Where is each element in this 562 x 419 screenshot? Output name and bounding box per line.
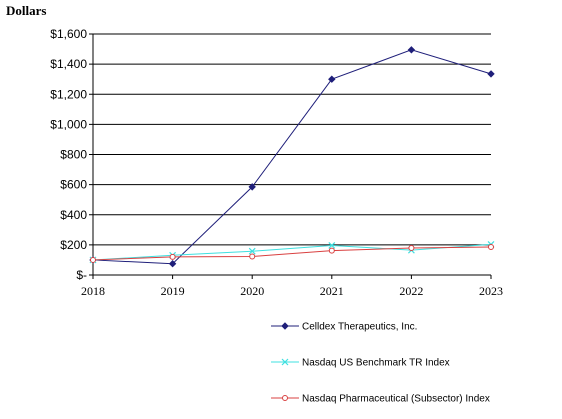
x-tick-label: 2021 [320,284,344,298]
series-line [92,49,492,265]
data-point [408,245,415,252]
data-point [169,253,176,260]
legend-item: Celldex Therapeutics, Inc. [271,322,417,333]
data-point [249,253,256,260]
series-2 [90,243,494,263]
data-point [328,247,335,254]
series-line [92,243,492,261]
data-point [248,247,256,255]
data-point [328,75,336,83]
legend-marker [281,322,289,330]
x-tick-label: 2018 [81,284,105,298]
data-point [488,243,494,250]
y-axis-title: Dollars [6,3,46,18]
y-tick-label: $- [76,268,87,282]
data-point [90,256,96,263]
x-tick-label: 2022 [399,284,423,298]
y-tick-label: $1,200 [50,87,87,101]
y-tick-label: $600 [60,178,87,192]
y-tick-label: $1,600 [50,27,87,41]
data-point [487,70,495,78]
y-tick-label: $800 [60,148,87,162]
y-tick-label: $200 [60,238,87,252]
legend-label: Nasdaq Pharmaceutical (Subsector) Index [302,394,490,405]
y-tick-label: $400 [60,208,87,222]
y-tick-label: $1,400 [50,57,87,71]
data-point [168,259,177,268]
legend-marker [281,358,289,366]
legend-item: Nasdaq Pharmaceutical (Subsector) Index [271,394,490,405]
data-point [328,242,336,249]
legend-label: Nasdaq US Benchmark TR Index [302,358,450,369]
x-tick-label: 2023 [479,284,503,298]
data-point [407,46,416,54]
x-tick-label: 2019 [161,284,185,298]
series-line [92,246,492,261]
series-0 [89,46,495,268]
legend-label: Celldex Therapeutics, Inc. [302,322,417,333]
legend-marker [282,395,288,401]
x-tick-label: 2020 [240,284,264,298]
legend-item: Nasdaq US Benchmark TR Index [271,358,450,369]
data-point [248,183,256,191]
y-tick-label: $1,000 [50,117,87,131]
